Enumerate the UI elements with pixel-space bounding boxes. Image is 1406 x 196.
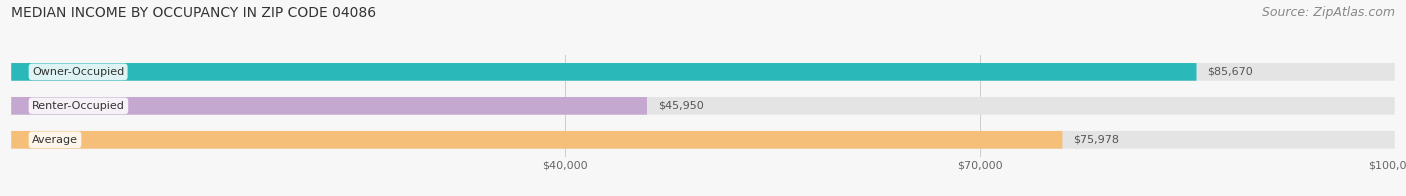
Text: Average: Average — [32, 135, 77, 145]
FancyBboxPatch shape — [11, 97, 647, 115]
Text: Owner-Occupied: Owner-Occupied — [32, 67, 124, 77]
FancyBboxPatch shape — [11, 131, 1395, 149]
Text: $75,978: $75,978 — [1073, 135, 1119, 145]
FancyBboxPatch shape — [11, 131, 1063, 149]
FancyBboxPatch shape — [11, 63, 1197, 81]
Text: $85,670: $85,670 — [1208, 67, 1253, 77]
Text: Source: ZipAtlas.com: Source: ZipAtlas.com — [1261, 6, 1395, 19]
FancyBboxPatch shape — [11, 63, 1395, 81]
Text: MEDIAN INCOME BY OCCUPANCY IN ZIP CODE 04086: MEDIAN INCOME BY OCCUPANCY IN ZIP CODE 0… — [11, 6, 377, 20]
Text: Renter-Occupied: Renter-Occupied — [32, 101, 125, 111]
Text: $45,950: $45,950 — [658, 101, 704, 111]
FancyBboxPatch shape — [11, 97, 1395, 115]
